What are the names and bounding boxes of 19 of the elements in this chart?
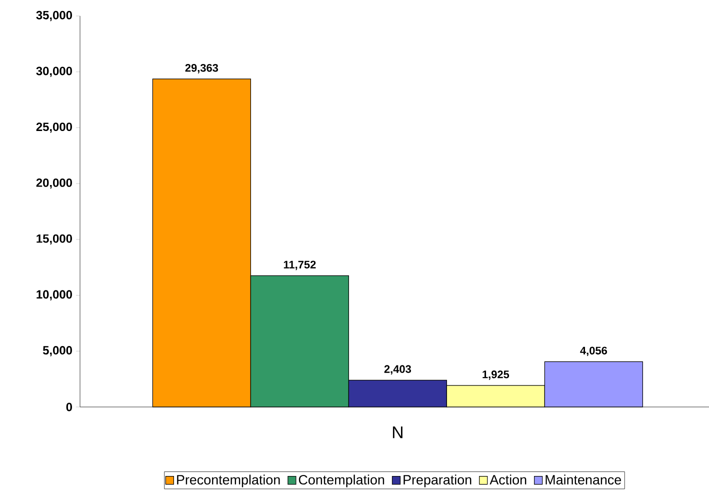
legend-label: Precontemplation: [177, 474, 280, 488]
y-tick-label: 5,000: [42, 346, 72, 356]
data-label: 29,363: [185, 64, 218, 74]
data-label: 11,752: [284, 260, 316, 270]
y-tick-label: 10,000: [36, 290, 72, 300]
y-tick-label: 15,000: [36, 234, 72, 245]
x-tick-label: N: [392, 426, 402, 438]
data-label: 2,403: [384, 365, 411, 375]
y-tick-label: 20,000: [36, 178, 72, 189]
y-tick-label: 25,000: [36, 122, 72, 133]
y-tick-label: 35,000: [36, 10, 72, 22]
data-label: 4,056: [580, 346, 607, 356]
y-tick-label: 0: [66, 402, 72, 412]
legend-label: Contemplation: [298, 474, 384, 488]
legend-label: Maintenance: [546, 474, 622, 485]
y-tick-label: 30,000: [36, 66, 72, 77]
legend-label: Action: [490, 474, 526, 485]
legend-label: Preparation: [404, 474, 472, 488]
data-label: 1,925: [482, 370, 510, 380]
